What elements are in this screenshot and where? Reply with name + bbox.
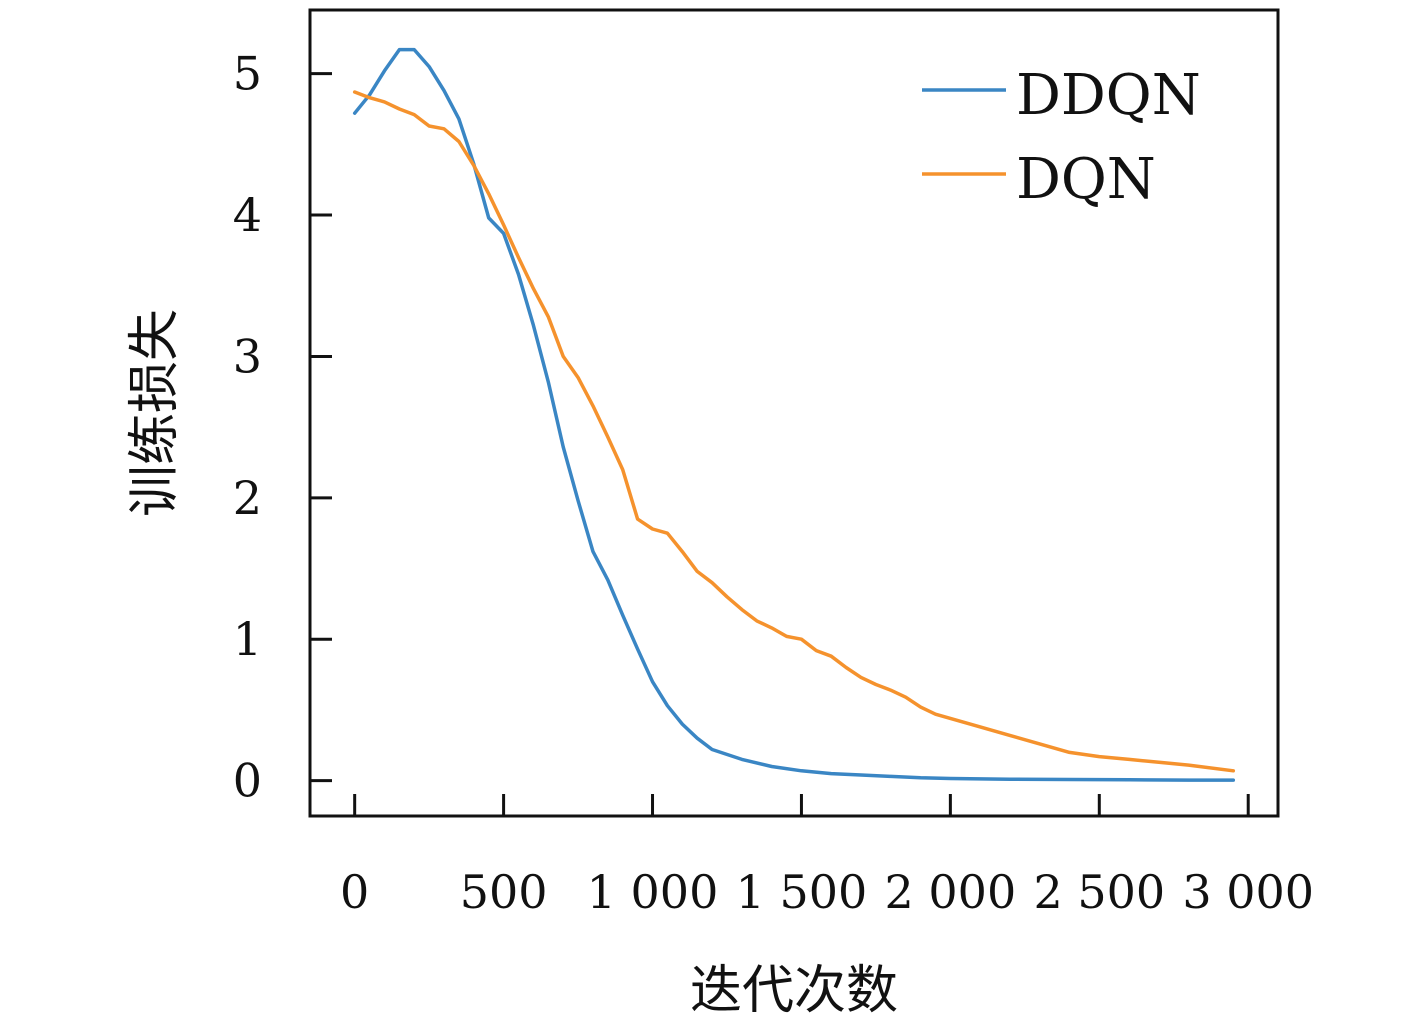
y-tick-label: 3 xyxy=(233,329,262,383)
legend-label-ddqn: DDQN xyxy=(1016,63,1201,128)
y-tick-label: 2 xyxy=(233,471,262,525)
x-tick-label: 2 000 xyxy=(885,865,1017,919)
y-axis-title: 训练损失 xyxy=(125,309,185,517)
series-line-ddqn xyxy=(352,47,1236,782)
y-tick-label: 0 xyxy=(233,754,262,808)
x-axis: 0 500 1 000 1 500 2 000 2 500 3 000 xyxy=(340,794,1314,919)
y-axis: 0 1 2 3 4 5 xyxy=(233,47,332,808)
y-tick-label: 1 xyxy=(233,612,262,666)
plot-frame xyxy=(308,8,1280,818)
x-tick-label: 3 000 xyxy=(1182,865,1314,919)
x-axis-title: 迭代次数 xyxy=(690,961,898,1021)
y-tick-label: 4 xyxy=(233,188,262,242)
x-tick-label: 500 xyxy=(460,865,548,919)
y-tick-label: 5 xyxy=(233,47,262,101)
legend: DDQN DQN xyxy=(922,63,1201,212)
x-tick-label: 0 xyxy=(340,865,369,919)
x-tick-label: 1 000 xyxy=(587,865,719,919)
series-lines xyxy=(352,47,1236,782)
series-line-dqn xyxy=(352,90,1236,773)
legend-label-dqn: DQN xyxy=(1016,147,1156,212)
x-tick-label: 1 500 xyxy=(736,865,868,919)
x-tick-label: 2 500 xyxy=(1033,865,1165,919)
plot-area xyxy=(308,8,1280,818)
